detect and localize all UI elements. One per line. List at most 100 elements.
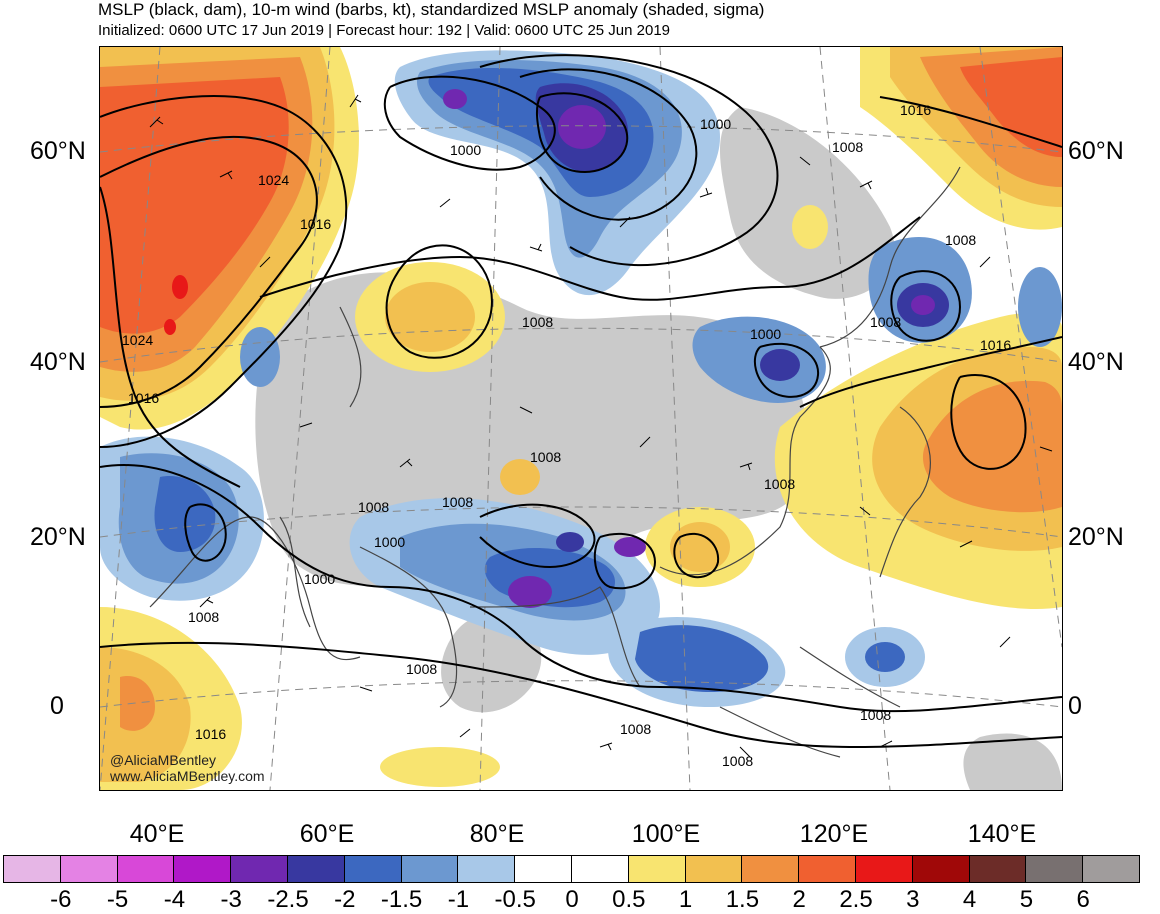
graticule xyxy=(100,47,1062,790)
contour-label: 1016 xyxy=(900,102,931,118)
colorbar-swatch xyxy=(1025,855,1084,883)
negative-anomaly-arabia-15 xyxy=(154,476,216,552)
colorbar-label: -2.5 xyxy=(267,886,309,913)
contour-label: 1008 xyxy=(530,449,561,465)
positive-anomaly-europe-core xyxy=(172,275,188,299)
contour-label: 1016 xyxy=(980,337,1011,353)
contour-label: 1008 xyxy=(442,494,473,510)
colorbar-swatch xyxy=(911,855,970,883)
contour-label: 1008 xyxy=(620,721,651,737)
positive-anomaly-caspian-1 xyxy=(385,282,475,352)
colorbar-swatch xyxy=(741,855,800,883)
colorbar xyxy=(3,855,1140,883)
contour-label: 1016 xyxy=(195,726,226,742)
positive-anomaly-pacific-15 xyxy=(922,380,1062,513)
lat-label-right: 20°N xyxy=(1068,523,1124,551)
colorbar-swatch xyxy=(400,855,459,883)
colorbar-swatch xyxy=(173,855,232,883)
positive-anomaly-indian-ocean xyxy=(380,747,500,787)
credit-handle: @AliciaMBentley xyxy=(110,752,217,768)
colorbar-label: -4 xyxy=(163,886,186,913)
contour-label: 1016 xyxy=(128,390,159,406)
lon-label: 100°E xyxy=(631,820,701,848)
contour-label: 1000 xyxy=(750,326,781,342)
contour-label: 1016 xyxy=(300,216,331,232)
lat-label-right: 60°N xyxy=(1068,137,1124,165)
colorbar-label: 0 xyxy=(565,886,579,913)
negative-anomaly-tibet-core xyxy=(556,532,584,552)
lon-label: 140°E xyxy=(967,820,1037,848)
contour-label: 1024 xyxy=(258,172,289,188)
colorbar-swatch xyxy=(684,855,743,883)
credit-url: www.AliciaMBentley.com xyxy=(110,768,265,784)
colorbar-swatch xyxy=(627,855,686,883)
colorbar-label: -1 xyxy=(447,886,470,913)
colorbar-label: 3 xyxy=(906,886,920,913)
colorbar-label: 6 xyxy=(1076,886,1090,913)
colorbar-label: 5 xyxy=(1019,886,1034,913)
lat-label-left: 20°N xyxy=(30,523,86,551)
colorbar-swatch xyxy=(59,855,118,883)
colorbar-swatch xyxy=(854,855,913,883)
positive-anomaly-europe-core2 xyxy=(164,319,176,335)
contour-label: 1008 xyxy=(764,476,795,492)
colorbar-label: 2 xyxy=(792,886,806,913)
lon-label: 60°E xyxy=(299,820,355,848)
negative-anomaly-siberia-core xyxy=(558,105,606,149)
lat-label-left: 60°N xyxy=(30,137,86,165)
contour-labels: 1024 1016 1024 1016 1000 1000 1008 1016 … xyxy=(122,102,1011,769)
contour-label: 1008 xyxy=(406,661,437,677)
map-canvas: 1024 1016 1024 1016 1000 1000 1008 1016 … xyxy=(100,47,1062,790)
positive-anomaly-tibet xyxy=(500,459,540,495)
colorbar-swatch xyxy=(230,855,288,883)
colorbar-label: 1 xyxy=(678,886,693,913)
contour-label: 1000 xyxy=(700,116,731,132)
negative-anomaly-taymyr-core xyxy=(443,89,467,109)
colorbar-label: -1.5 xyxy=(380,886,423,913)
colorbar-label: -6 xyxy=(50,886,72,913)
contour-label: 1008 xyxy=(860,707,891,723)
isobars xyxy=(100,54,1062,748)
lat-label-left: 40°N xyxy=(30,348,86,376)
lon-label: 40°E xyxy=(129,820,185,848)
contour-label: 1008 xyxy=(870,314,901,330)
colorbar-swatch xyxy=(286,855,345,883)
colorbar-label: -0.5 xyxy=(494,886,536,913)
negative-anomaly-yunnan-core xyxy=(614,537,646,557)
neutral-anomaly-region-north xyxy=(720,107,895,299)
colorbar-swatch xyxy=(570,855,629,883)
negative-anomaly-bengal-core xyxy=(508,576,552,608)
contour-label: 1008 xyxy=(832,139,863,155)
negative-anomaly-seasia-15 xyxy=(635,625,769,692)
colorbar-label: -3 xyxy=(220,886,242,913)
negative-anomaly-japan-sea-center xyxy=(911,295,935,315)
positive-anomaly-europe-2 xyxy=(100,77,289,334)
colorbar-swatch xyxy=(3,855,61,883)
map-panel: 1024 1016 1024 1016 1000 1000 1008 1016 … xyxy=(99,46,1063,791)
positive-anomaly-africa-15 xyxy=(120,676,155,731)
wind-barbs xyxy=(149,94,1053,758)
colorbar-swatch xyxy=(116,855,175,883)
chart-subtitle: Initialized: 0600 UTC 17 Jun 2019 | Fore… xyxy=(98,22,671,39)
chart-title: MSLP (black, dam), 10-m wind (barbs, kt)… xyxy=(98,0,765,19)
colorbar-swatch xyxy=(514,855,572,883)
contour-label: 1000 xyxy=(374,534,405,550)
negative-anomaly-philippine-15 xyxy=(865,642,905,672)
negative-anomaly-kamchatka xyxy=(1018,267,1062,347)
colorbar-swatch xyxy=(1082,855,1140,883)
colorbar-swatch xyxy=(798,855,856,883)
lon-label: 120°E xyxy=(799,820,869,848)
colorbar-label: 2.5 xyxy=(839,886,873,913)
lat-label-left: 0 xyxy=(50,692,64,720)
contour-label: 1008 xyxy=(722,753,753,769)
colorbar-swatch xyxy=(968,855,1027,883)
colorbar-swatch xyxy=(457,855,516,883)
colorbar-label: -2 xyxy=(334,886,356,913)
colorbar-label: 1.5 xyxy=(725,886,760,913)
contour-label: 1008 xyxy=(358,499,389,515)
lat-label-right: 40°N xyxy=(1068,348,1124,376)
contour-label: 1000 xyxy=(450,142,481,158)
colorbar-label: 0.5 xyxy=(612,886,646,913)
positive-anomaly-ne-2 xyxy=(960,57,1062,157)
contour-label: 1024 xyxy=(122,332,153,348)
